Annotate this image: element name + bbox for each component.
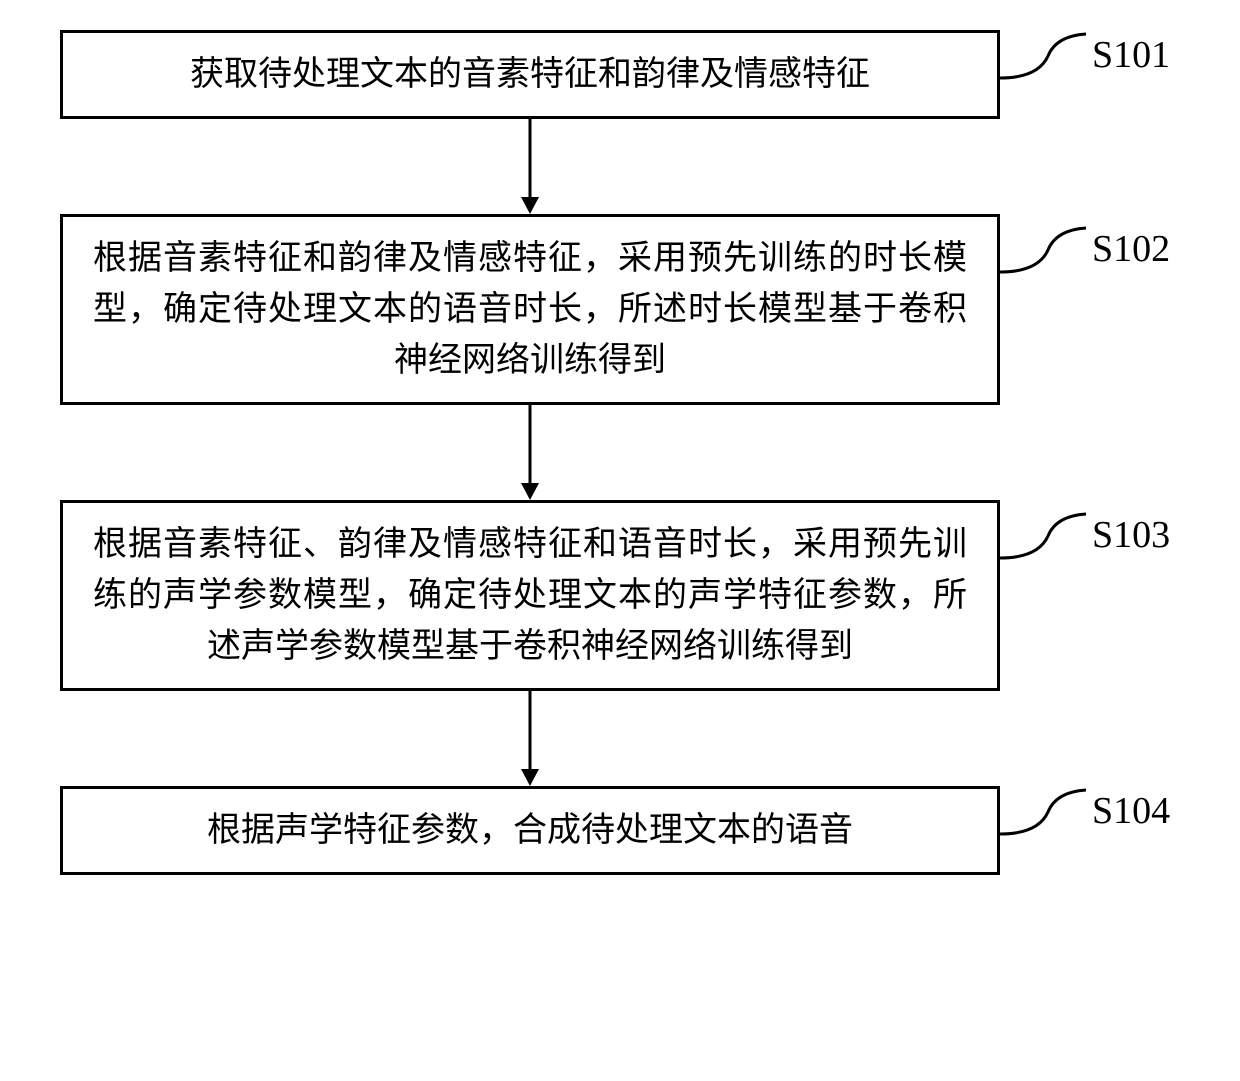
label-connector: [998, 786, 1088, 836]
label-connector: [998, 30, 1088, 80]
arrow-gap: [60, 691, 1000, 786]
arrow-gap: [60, 405, 1000, 500]
label-connector: [998, 224, 1088, 274]
flow-step: 根据音素特征和韵律及情感特征，采用预先训练的时长模型，确定待处理文本的语音时长，…: [60, 214, 1180, 405]
step-label: S101: [1092, 33, 1170, 77]
flow-step: 根据音素特征、韵律及情感特征和语音时长，采用预先训练的声学参数模型，确定待处理文…: [60, 500, 1180, 691]
flow-box-text: 根据音素特征、韵律及情感特征和语音时长，采用预先训练的声学参数模型，确定待处理文…: [93, 519, 967, 672]
step-label: S104: [1092, 789, 1170, 833]
label-wrap: S102: [998, 224, 1170, 274]
flow-box-s101: 获取待处理文本的音素特征和韵律及情感特征: [60, 30, 1000, 119]
label-connector: [998, 510, 1088, 560]
flow-box-text: 根据声学特征参数，合成待处理文本的语音: [207, 805, 853, 856]
label-wrap: S104: [998, 786, 1170, 836]
arrow-down-icon: [515, 405, 545, 500]
flow-box-text: 根据音素特征和韵律及情感特征，采用预先训练的时长模型，确定待处理文本的语音时长，…: [93, 233, 967, 386]
flow-box-s102: 根据音素特征和韵律及情感特征，采用预先训练的时长模型，确定待处理文本的语音时长，…: [60, 214, 1000, 405]
label-wrap: S101: [998, 30, 1170, 80]
label-wrap: S103: [998, 510, 1170, 560]
arrow-gap: [60, 119, 1000, 214]
flow-box-s103: 根据音素特征、韵律及情感特征和语音时长，采用预先训练的声学参数模型，确定待处理文…: [60, 500, 1000, 691]
flowchart-container: 获取待处理文本的音素特征和韵律及情感特征 S101 根据音素特征和韵律及情感特征…: [60, 30, 1180, 875]
arrow-down-icon: [515, 119, 545, 214]
flow-box-s104: 根据声学特征参数，合成待处理文本的语音: [60, 786, 1000, 875]
flow-box-text: 获取待处理文本的音素特征和韵律及情感特征: [190, 49, 870, 100]
step-label: S103: [1092, 513, 1170, 557]
step-label: S102: [1092, 227, 1170, 271]
arrow-down-icon: [515, 691, 545, 786]
flow-step: 获取待处理文本的音素特征和韵律及情感特征 S101: [60, 30, 1180, 119]
flow-step: 根据声学特征参数，合成待处理文本的语音 S104: [60, 786, 1180, 875]
